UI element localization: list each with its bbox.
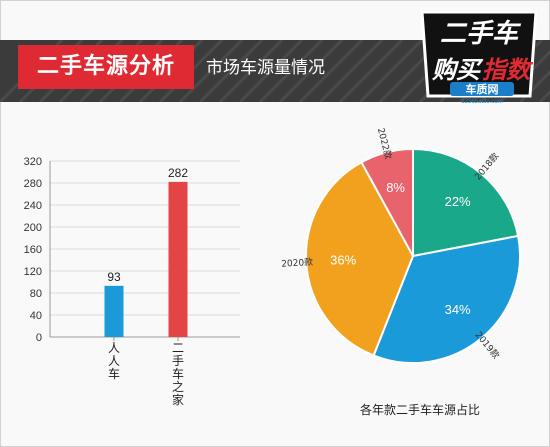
- pie-slice: [360, 147, 414, 257]
- logo-brand: 车质网: [466, 82, 499, 96]
- logo-url: 12365auto.com: [461, 99, 502, 105]
- y-tick-label: 240: [24, 200, 42, 212]
- bar-data-label: 93: [107, 270, 121, 284]
- bar-data-label: 282: [168, 166, 188, 180]
- bar: [104, 285, 124, 337]
- pie-category-label: 2020款: [281, 256, 314, 270]
- brand-logo: 二手车 购买 指数 车质网 12365auto.com: [420, 10, 538, 105]
- page-title: 二手车源分析: [18, 45, 194, 89]
- x-category-label-char: 人: [108, 354, 120, 368]
- y-tick-label: 0: [36, 332, 42, 344]
- y-tick-label: 320: [24, 156, 42, 168]
- pie-slice: [305, 160, 415, 357]
- y-tick-label: 160: [24, 244, 42, 256]
- x-category-label-char: 二: [172, 341, 184, 355]
- pie-slice: [412, 147, 520, 258]
- y-tick-label: 120: [24, 266, 42, 278]
- page-subtitle: 市场车源量情况: [206, 58, 325, 78]
- pie-chart-title: 各年款二手车车源占比: [359, 403, 480, 417]
- x-category-label-char: 车: [172, 366, 184, 381]
- x-category-label-char: 之: [172, 380, 184, 394]
- bar: [168, 181, 188, 337]
- logo-line1: 二手车: [440, 18, 522, 48]
- pie-percent-label: 34%: [445, 302, 471, 317]
- logo-line3: 指数: [482, 57, 534, 84]
- y-tick-label: 80: [30, 288, 42, 300]
- y-tick-label: 200: [24, 222, 42, 234]
- x-category-label-char: 车: [108, 366, 120, 381]
- x-category-label-char: 手: [172, 354, 184, 368]
- y-tick-label: 280: [24, 178, 42, 190]
- pie-percent-label: 22%: [445, 194, 471, 209]
- pie-percent-label: 8%: [386, 180, 405, 195]
- y-tick-label: 40: [30, 310, 42, 322]
- pie-percent-label: 36%: [330, 252, 356, 267]
- x-category-label-char: 人: [108, 341, 120, 355]
- pie-slice: [372, 234, 521, 364]
- x-category-label-char: 家: [172, 392, 184, 407]
- logo-line2: 购买: [431, 57, 484, 84]
